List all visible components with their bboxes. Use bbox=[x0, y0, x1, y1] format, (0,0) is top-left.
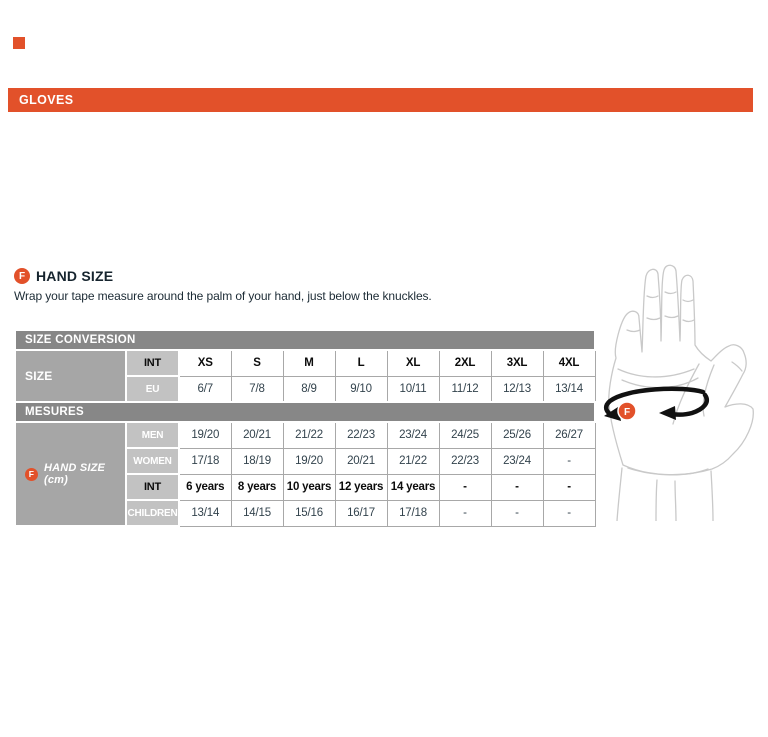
measure-cell: 19/20 bbox=[178, 421, 232, 449]
size-cell: 11/12 bbox=[438, 375, 492, 403]
measure-cell: 26/27 bbox=[542, 421, 596, 449]
size-cell: 7/8 bbox=[230, 375, 284, 403]
hand-size-cm-label: HAND SIZE (cm) bbox=[44, 462, 106, 486]
measure-cell: - bbox=[542, 473, 596, 501]
measure-cell: 17/18 bbox=[178, 447, 232, 475]
measure-cell: 21/22 bbox=[386, 447, 440, 475]
measure-cell: 23/24 bbox=[386, 421, 440, 449]
forearm-inner-line bbox=[674, 480, 677, 521]
hand-outline bbox=[608, 264, 754, 476]
men-row-label: MEN bbox=[125, 421, 180, 449]
size-cell: 3XL bbox=[490, 349, 544, 377]
size-cell: S bbox=[230, 349, 284, 377]
hand-size-description: Wrap your tape measure around the palm o… bbox=[14, 289, 432, 303]
table-row: CHILDREN 13/14 14/15 15/16 16/17 17/18 -… bbox=[15, 499, 596, 527]
size-cell: 2XL bbox=[438, 349, 492, 377]
f-measure-icon: F bbox=[14, 268, 30, 284]
forearm-right-line bbox=[710, 470, 714, 521]
size-cell: 10/11 bbox=[386, 375, 440, 403]
measure-cell: 23/24 bbox=[490, 447, 544, 475]
size-cell: 9/10 bbox=[334, 375, 388, 403]
measure-cell: 14 years bbox=[386, 473, 440, 501]
measure-cell: 15/16 bbox=[282, 499, 336, 527]
hand-size-title: HAND SIZE bbox=[36, 268, 114, 284]
measure-cell: 12 years bbox=[334, 473, 388, 501]
size-cell: 13/14 bbox=[542, 375, 596, 403]
measure-cell: - bbox=[438, 473, 492, 501]
measure-cell: 6 years bbox=[178, 473, 232, 501]
table-row: F HAND SIZE (cm) MEN 19/20 20/21 21/22 2… bbox=[14, 421, 596, 527]
arrowhead-icon bbox=[604, 407, 621, 421]
size-row-group-label: SIZE bbox=[14, 349, 127, 403]
measure-cell: - bbox=[438, 499, 492, 527]
hand-measurement-illustration: F bbox=[604, 264, 754, 521]
children-row-label: CHILDREN bbox=[125, 499, 180, 527]
f-measure-icon: F bbox=[25, 467, 38, 481]
table-row: MESURES bbox=[13, 401, 597, 423]
measure-cell: 25/26 bbox=[490, 421, 544, 449]
forearm-left-line bbox=[616, 467, 623, 521]
f-marker-icon: F bbox=[617, 401, 637, 421]
measure-cell: 22/23 bbox=[438, 447, 492, 475]
size-cell: 12/13 bbox=[490, 375, 544, 403]
measure-cell: 14/15 bbox=[230, 499, 284, 527]
table-row: WOMEN 17/18 18/19 19/20 20/21 21/22 22/2… bbox=[15, 447, 596, 475]
measure-cell: - bbox=[490, 499, 544, 527]
table-row: SIZE CONVERSION bbox=[13, 329, 597, 351]
size-cell: M bbox=[282, 349, 336, 377]
size-cell: 6/7 bbox=[178, 375, 232, 403]
gloves-section-banner: GLOVES bbox=[8, 88, 753, 112]
measure-cell: 13/14 bbox=[178, 499, 232, 527]
measure-cell: 20/21 bbox=[334, 447, 388, 475]
size-cell: L bbox=[334, 349, 388, 377]
measure-cell: 21/22 bbox=[282, 421, 336, 449]
table-row: INT 6 years 8 years 10 years 12 years 14… bbox=[15, 473, 596, 501]
int-age-row-label: INT bbox=[125, 473, 180, 501]
table-row: SIZE INT XS S M L XL 2XL 3XL 4XL bbox=[14, 349, 596, 403]
measure-cell: - bbox=[490, 473, 544, 501]
banner-label: GLOVES bbox=[19, 93, 74, 107]
measure-cell: 10 years bbox=[282, 473, 336, 501]
measure-cell: 18/19 bbox=[230, 447, 284, 475]
size-cell: XS bbox=[178, 349, 232, 377]
finger-creases bbox=[626, 291, 743, 372]
decorative-orange-square bbox=[13, 37, 25, 49]
measure-cell: - bbox=[542, 499, 596, 527]
svg-text:F: F bbox=[624, 407, 630, 418]
measuring-tape-arrow bbox=[604, 386, 709, 421]
measure-cell: 8 years bbox=[230, 473, 284, 501]
measure-cell: 16/17 bbox=[334, 499, 388, 527]
size-cell: 4XL bbox=[542, 349, 596, 377]
size-conversion-header-bar: SIZE CONVERSION bbox=[13, 329, 597, 351]
hand-size-row-group-label: F HAND SIZE (cm) bbox=[14, 421, 127, 527]
size-cell: 8/9 bbox=[282, 375, 336, 403]
forearm-inner-line bbox=[655, 479, 658, 521]
measure-cell: 24/25 bbox=[438, 421, 492, 449]
measure-cell: - bbox=[542, 447, 596, 475]
measure-cell: 20/21 bbox=[230, 421, 284, 449]
measure-cell: 22/23 bbox=[334, 421, 388, 449]
size-cell: XL bbox=[386, 349, 440, 377]
arrowhead-icon bbox=[659, 406, 676, 420]
mesures-header-bar: MESURES bbox=[13, 401, 597, 423]
wrist-crease bbox=[627, 467, 709, 476]
measure-cell: 19/20 bbox=[282, 447, 336, 475]
hand-size-heading: F HAND SIZE bbox=[14, 268, 113, 284]
int-row-label: INT bbox=[125, 349, 180, 377]
eu-row-label: EU bbox=[125, 375, 180, 403]
measure-cell: 17/18 bbox=[386, 499, 440, 527]
women-row-label: WOMEN bbox=[125, 447, 180, 475]
size-conversion-table: SIZE CONVERSION SIZE INT XS S M L XL 2XL… bbox=[13, 329, 597, 527]
